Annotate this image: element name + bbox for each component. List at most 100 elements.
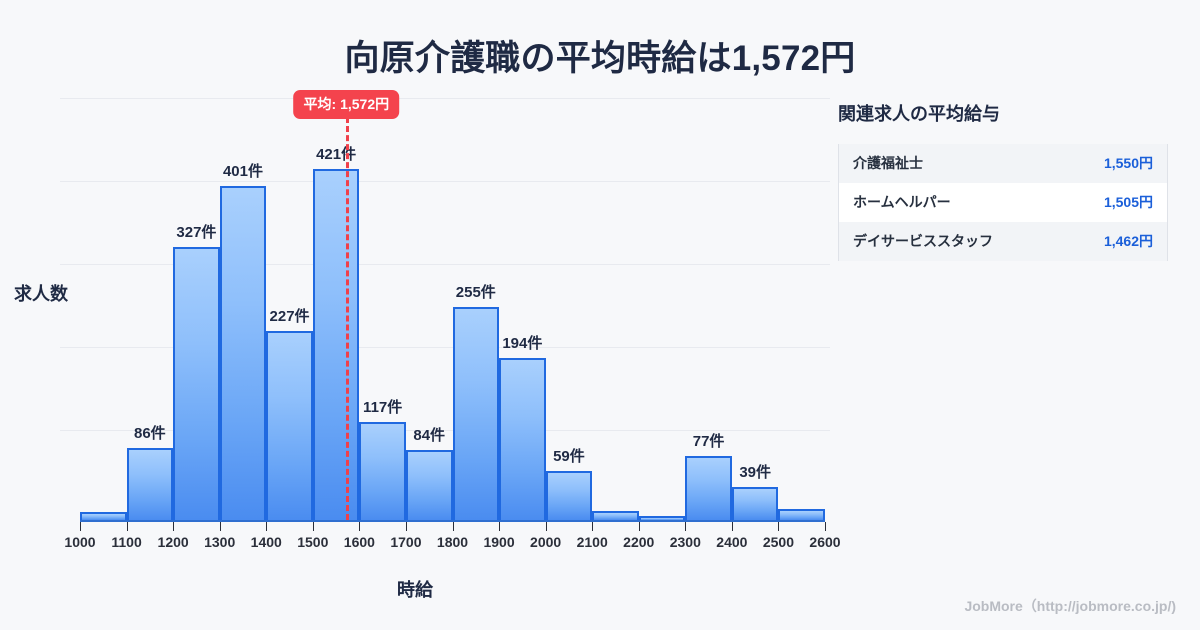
x-tick-label: 1900	[483, 534, 515, 550]
x-tick-label: 1400	[250, 534, 282, 550]
bar-slot: 401件	[219, 98, 267, 520]
x-tick-label: 2600	[809, 534, 841, 550]
mean-badge: 平均: 1,572円	[293, 90, 400, 119]
x-tick-mark	[499, 522, 501, 531]
x-tick-label: 2300	[669, 534, 701, 550]
bar-value-label: 401件	[222, 163, 263, 180]
gridline	[60, 181, 830, 182]
bar-value-label: 59件	[553, 448, 585, 465]
x-tick-label: 2400	[716, 534, 748, 550]
bar-slot: 327件	[173, 98, 220, 520]
bar-slot: 421件	[312, 98, 360, 520]
x-tick-mark	[592, 522, 594, 531]
related-salary-table: 介護福祉士 1,550円ホームヘルパー 1,505円デイサービススタッフ 1,462円	[838, 144, 1168, 261]
bar-slot: 39件	[731, 98, 779, 520]
x-tick-label: 1600	[343, 534, 375, 550]
bar-slot	[80, 98, 127, 520]
related-salary-panel: 関連求人の平均給与 介護福祉士 1,550円ホームヘルパー 1,505円デイサービス…	[838, 100, 1168, 261]
bar-slot: 77件	[685, 98, 732, 520]
bar	[499, 358, 546, 520]
bar-value-label: 84件	[413, 427, 446, 444]
gridline	[60, 98, 830, 99]
x-tick-mark	[638, 522, 640, 531]
x-tick-mark	[126, 522, 128, 531]
bar-value-label: 77件	[692, 433, 725, 450]
x-tick-label: 2000	[530, 534, 562, 550]
x-tick-label: 1800	[436, 534, 469, 550]
bar	[80, 512, 127, 520]
x-tick-mark	[173, 522, 175, 531]
bar	[405, 450, 453, 520]
bar-value-label: 194件	[502, 335, 543, 352]
bar-value-label: 39件	[739, 464, 771, 481]
bar	[312, 169, 360, 520]
x-tick-label: 1000	[64, 534, 96, 550]
bar-value-label: 86件	[134, 425, 166, 442]
table-row: ホームヘルパー 1,505円	[839, 183, 1167, 222]
average-wage-value: 1,462円	[1103, 233, 1153, 249]
x-tick-label: 1200	[157, 534, 189, 550]
y-axis-title: 求人数	[14, 284, 68, 304]
x-axis-line	[80, 520, 825, 522]
bar-slot: 59件	[545, 98, 593, 520]
x-tick-label: 1700	[390, 534, 422, 550]
bar-value-label: 255件	[455, 284, 496, 301]
bar	[126, 448, 174, 520]
bar-slot: 84件	[405, 98, 453, 520]
x-axis-ticks: 1000 1100 1200 1300 1400 1500 1600 1700 1800 1900…	[64, 522, 841, 558]
x-tick-mark	[266, 522, 268, 531]
bar	[638, 516, 686, 520]
x-tick-label: 2200	[623, 534, 655, 550]
x-tick-label: 1500	[297, 534, 329, 550]
bar-slot	[592, 98, 639, 520]
job-title-label: 介護福祉士	[853, 155, 923, 171]
bar-slot: 117件	[359, 98, 406, 520]
x-tick-label: 1300	[204, 534, 236, 550]
x-tick-mark	[778, 522, 780, 531]
bar-value-label: 327件	[176, 224, 217, 241]
x-tick-mark	[219, 522, 221, 531]
x-tick-mark	[825, 522, 826, 531]
related-salary-title: 関連求人の平均給与	[838, 104, 1000, 124]
x-tick-mark	[685, 522, 687, 531]
bar-slot	[778, 98, 825, 520]
x-tick-mark	[80, 522, 81, 531]
x-tick-mark	[545, 522, 547, 531]
gridline	[60, 347, 830, 348]
bar	[731, 487, 779, 520]
bar-slot: 86件	[126, 98, 174, 520]
bar-value-label: 117件	[363, 399, 403, 416]
bar-slot: 227件	[266, 98, 313, 520]
bar	[219, 186, 267, 520]
job-title-label: ホームヘルパー	[853, 194, 951, 210]
x-tick-mark	[452, 522, 454, 531]
bar	[266, 331, 313, 520]
x-tick-mark	[405, 522, 407, 531]
x-tick-mark	[359, 522, 361, 531]
bar	[592, 511, 639, 520]
gridline	[60, 430, 830, 431]
bar	[778, 509, 825, 520]
plot-area: 86件 327件 401件 227件 421件 117件 84件 255件 194件 59件 77件…	[60, 90, 841, 550]
bar-value-label: 227件	[269, 308, 310, 325]
x-tick-label: 2100	[576, 534, 608, 550]
page-title: 向原介護職の平均時給は1,572円	[344, 39, 856, 78]
gridline	[60, 264, 830, 265]
x-tick-mark	[312, 522, 314, 531]
x-tick-mark	[731, 522, 733, 531]
x-tick-label: 1100	[111, 534, 142, 550]
bar	[359, 422, 406, 520]
bar	[452, 307, 500, 520]
footer-watermark: JobMore（http://jobmore.co.jp/)	[964, 598, 1176, 614]
table-row: 介護福祉士 1,550円	[839, 144, 1167, 183]
bar-slot: 194件	[499, 98, 546, 520]
mean-line	[346, 108, 350, 520]
x-tick-label: 2500	[762, 534, 795, 550]
bar-slot: 255件	[452, 98, 500, 520]
average-wage-value: 1,505円	[1103, 194, 1153, 210]
table-row: デイサービススタッフ 1,462円	[839, 222, 1167, 261]
bar	[685, 456, 732, 520]
bar	[545, 471, 593, 520]
bar-slot	[638, 98, 686, 520]
